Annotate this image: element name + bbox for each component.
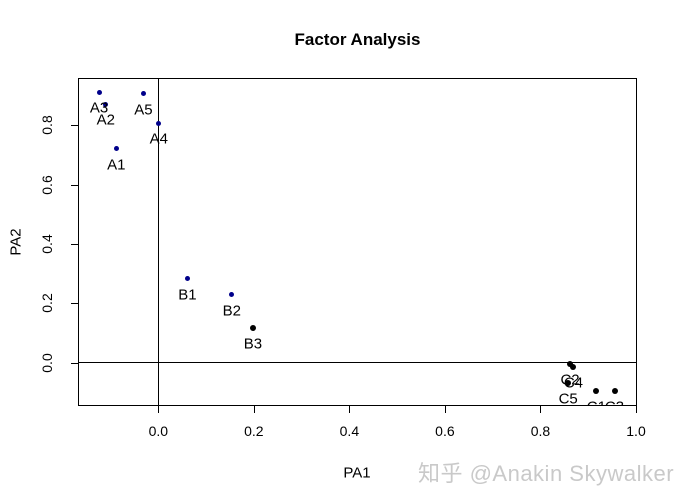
v-reference-line [157, 79, 159, 405]
data-point [249, 325, 256, 332]
data-point [113, 146, 119, 152]
data-point [103, 101, 109, 107]
data-point-label: C3 [605, 400, 624, 405]
x-axis-label: PA1 [343, 464, 371, 482]
y-tick-label: 0.6 [39, 174, 55, 195]
x-tick-label: 0.2 [244, 423, 264, 439]
y-tick-label: 0.2 [39, 293, 55, 313]
x-tick-label: 1.0 [626, 423, 646, 439]
y-tick-mark [71, 362, 78, 364]
y-tick-mark [71, 125, 78, 127]
data-point [96, 89, 102, 95]
watermark: 知乎 @Anakin Skywalker [417, 461, 675, 486]
x-tick-label: 0.0 [148, 423, 169, 439]
data-point [570, 364, 577, 371]
data-point-label: B1 [178, 286, 197, 304]
x-tick-mark [540, 406, 542, 413]
data-point-label: B2 [222, 302, 242, 320]
x-tick-mark [636, 406, 637, 413]
x-tick-mark [158, 406, 160, 413]
data-point [140, 91, 146, 97]
data-point-label: C2 [560, 371, 580, 389]
plot-title: Factor Analysis [294, 30, 421, 49]
data-point-label: B3 [243, 335, 263, 353]
data-point [611, 388, 618, 395]
y-tick-mark [71, 184, 78, 186]
data-point [565, 379, 572, 386]
data-point [229, 292, 235, 298]
y-axis-label: PA2 [7, 228, 25, 256]
data-point-label: A1 [107, 156, 126, 174]
y-tick-label: 0.8 [39, 115, 55, 135]
data-point [593, 388, 600, 395]
data-point-label: A4 [149, 130, 168, 148]
data-point [184, 276, 190, 282]
y-tick-label: 0.0 [39, 352, 55, 373]
data-point-label: A2 [96, 111, 115, 129]
data-point-label: C1 [587, 400, 606, 405]
data-point [567, 360, 574, 367]
data-point-label: A3 [89, 99, 109, 117]
x-tick-mark [349, 406, 351, 413]
h-reference-line [79, 362, 636, 364]
data-point [156, 120, 162, 126]
data-point-label: C4 [563, 374, 583, 392]
y-tick-label: 0.4 [39, 234, 55, 254]
data-point-label: A5 [134, 101, 153, 119]
y-tick-mark [71, 303, 78, 305]
x-tick-label: 0.6 [435, 423, 455, 439]
x-tick-label: 0.4 [339, 423, 360, 439]
x-tick-mark [444, 406, 446, 413]
data-point-label: C5 [558, 390, 578, 406]
x-tick-mark [253, 406, 255, 413]
y-tick-mark [71, 243, 78, 245]
x-tick-label: 0.8 [530, 423, 551, 439]
